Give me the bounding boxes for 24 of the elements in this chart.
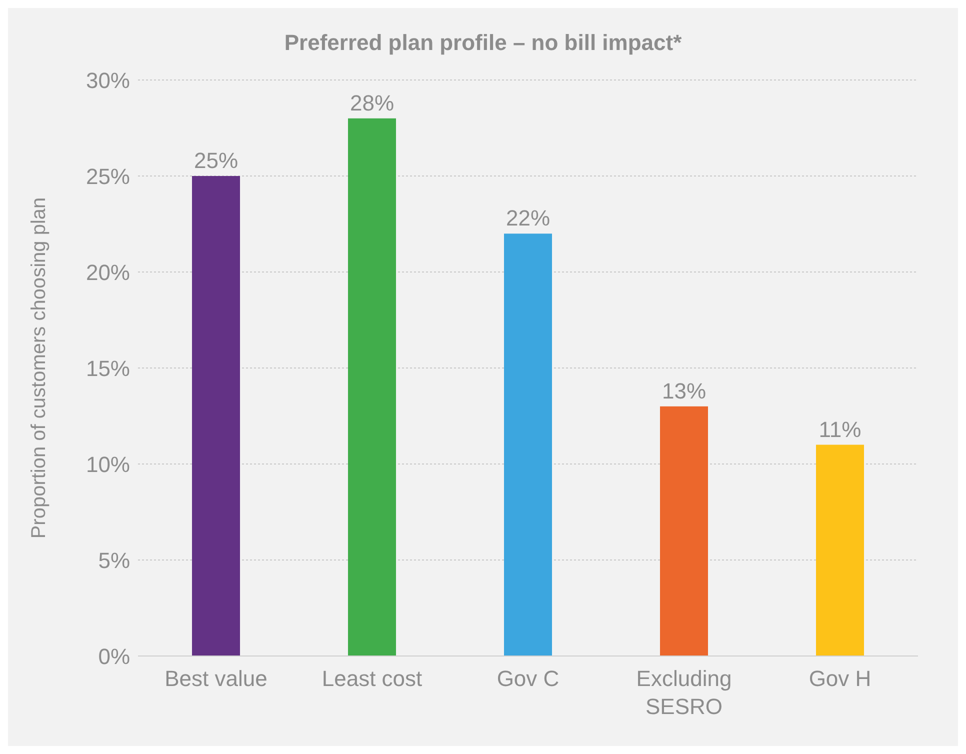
x-tick-label: Excluding SESRO	[636, 666, 732, 719]
y-tick-label: 30%	[86, 68, 130, 93]
y-tick-label: 20%	[86, 260, 130, 285]
y-tick-label: 25%	[86, 164, 130, 189]
bar	[504, 234, 552, 656]
data-label: 22%	[506, 206, 550, 231]
data-label: 28%	[350, 90, 394, 116]
data-label: 25%	[194, 148, 238, 173]
data-label: 13%	[662, 378, 706, 404]
y-axis-title: Proportion of customers choosing plan	[28, 197, 50, 539]
data-label: 11%	[818, 416, 862, 442]
y-tick-label: 0%	[98, 644, 130, 669]
chart-title: Preferred plan profile – no bill impact*	[284, 30, 682, 55]
bar	[660, 406, 708, 656]
bar	[816, 444, 864, 656]
x-tick-label: Least cost	[322, 666, 422, 691]
y-tick-label: 10%	[86, 452, 130, 477]
y-tick-label: 15%	[86, 356, 130, 381]
y-tick-label: 5%	[98, 548, 130, 573]
x-tick-label: Gov C	[496, 666, 560, 691]
x-tick-label: Best value	[164, 666, 268, 691]
x-tick-label: Gov H	[808, 666, 872, 691]
bar	[192, 176, 240, 656]
bar	[348, 118, 396, 656]
